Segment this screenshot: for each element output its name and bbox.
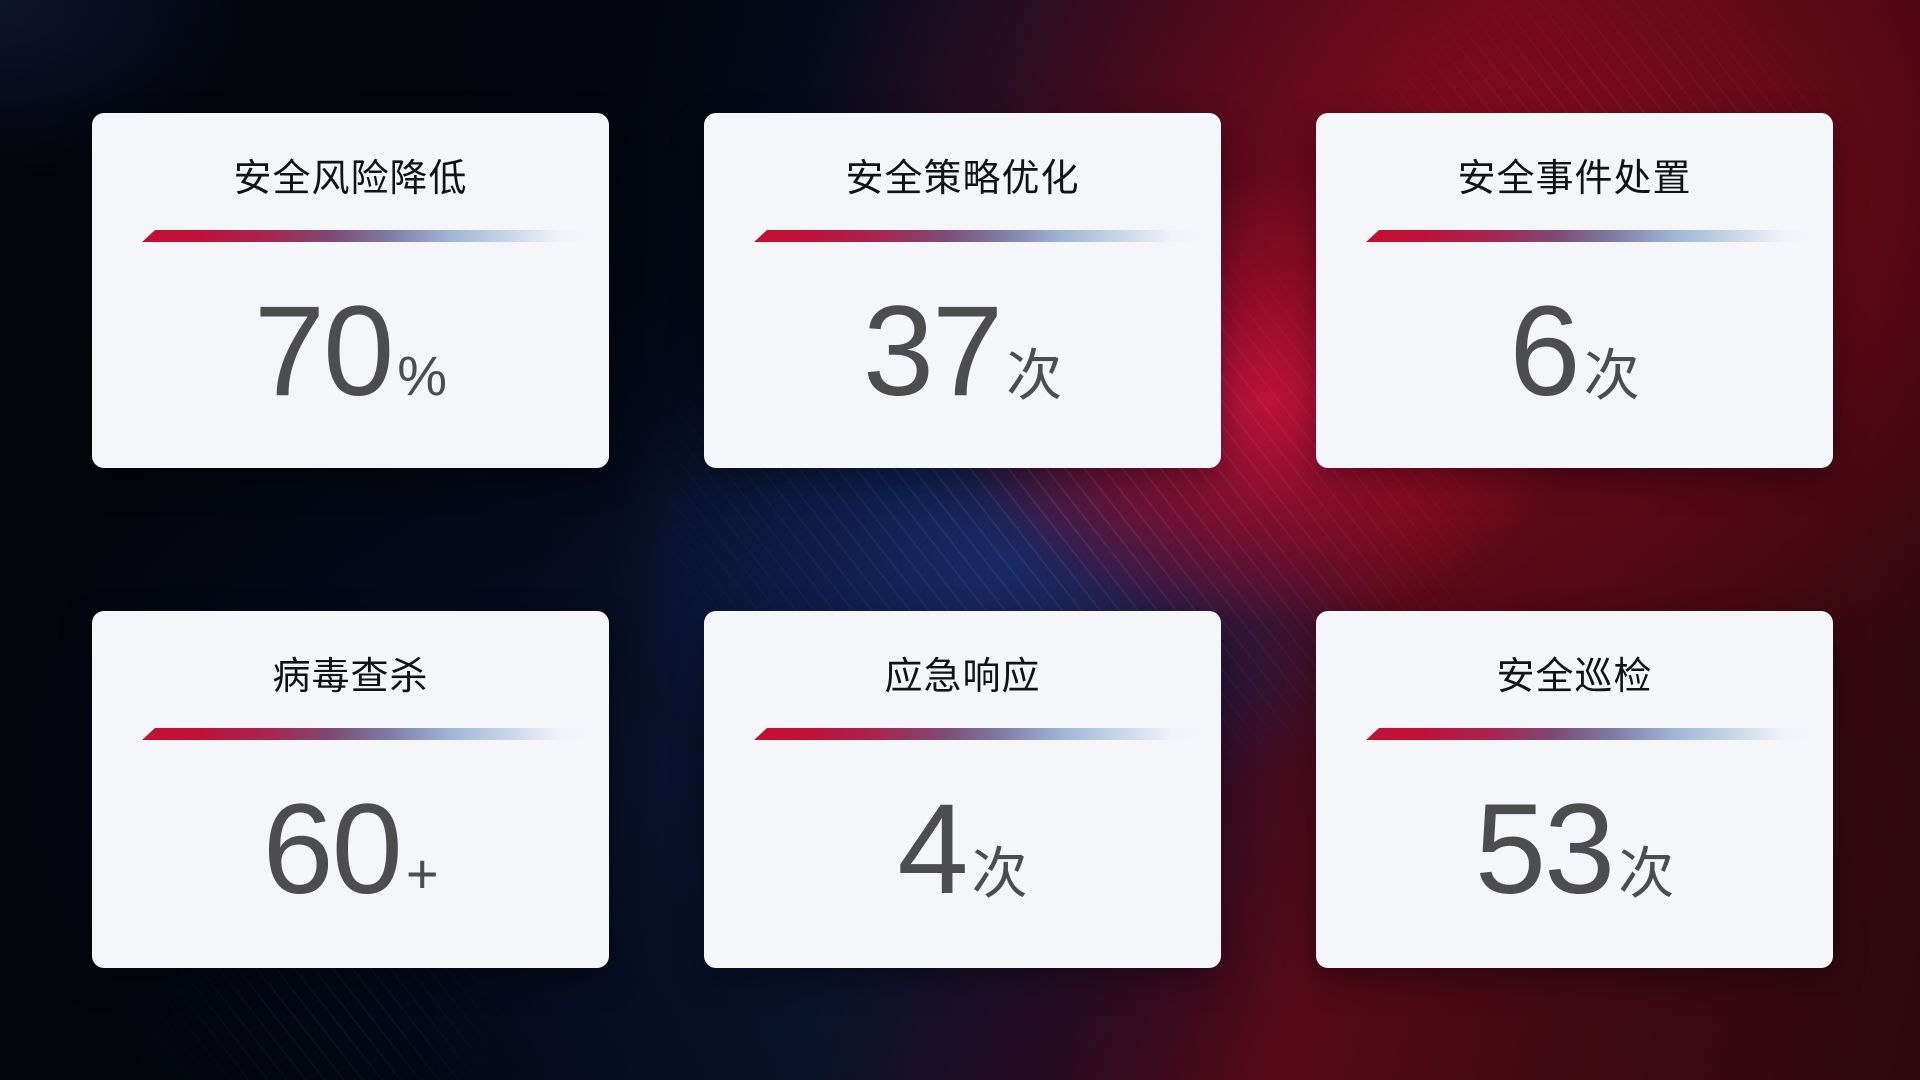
stat-card-security-inspection: 安全巡检 53 次 [1316, 611, 1833, 968]
card-title: 安全事件处置 [1457, 158, 1692, 200]
stat-row: 60 + [262, 786, 438, 914]
stat-value: 37 [862, 280, 1003, 423]
stat-unit: % [397, 344, 448, 407]
stat-value: 60 [262, 778, 402, 921]
stat-card-emergency-response: 应急响应 4 次 [704, 611, 1221, 968]
stat-value: 70 [253, 280, 394, 423]
stat-value: 6 [1509, 280, 1580, 423]
stat-value: 53 [1474, 778, 1615, 921]
card-title: 安全策略优化 [845, 158, 1080, 200]
card-title: 安全风险降低 [233, 158, 468, 200]
stat-unit: 次 [1006, 344, 1063, 407]
stat-row: 37 次 [863, 288, 1062, 416]
gradient-divider [142, 728, 591, 740]
gradient-divider [1366, 230, 1815, 242]
card-title: 病毒查杀 [272, 656, 429, 698]
gradient-divider [1366, 728, 1815, 740]
gradient-divider [754, 230, 1203, 242]
card-title: 应急响应 [884, 656, 1041, 698]
stat-unit: 次 [1618, 842, 1675, 905]
gradient-divider [754, 728, 1203, 740]
stat-card-virus-scan: 病毒查杀 60 + [92, 611, 609, 968]
card-title: 安全巡检 [1496, 656, 1653, 698]
stat-unit: 次 [1583, 344, 1640, 407]
stat-value: 4 [897, 778, 968, 921]
stat-card-incident-handling: 安全事件处置 6 次 [1316, 113, 1833, 468]
stat-card-risk-reduction: 安全风险降低 70 % [92, 113, 609, 468]
stat-row: 6 次 [1509, 288, 1639, 416]
stat-row: 53 次 [1475, 786, 1674, 914]
gradient-divider [142, 230, 591, 242]
stat-unit: + [405, 842, 439, 905]
stat-card-policy-optimization: 安全策略优化 37 次 [704, 113, 1221, 468]
stat-row: 4 次 [897, 786, 1027, 914]
stat-unit: 次 [971, 842, 1028, 905]
stat-row: 70 % [254, 288, 447, 416]
